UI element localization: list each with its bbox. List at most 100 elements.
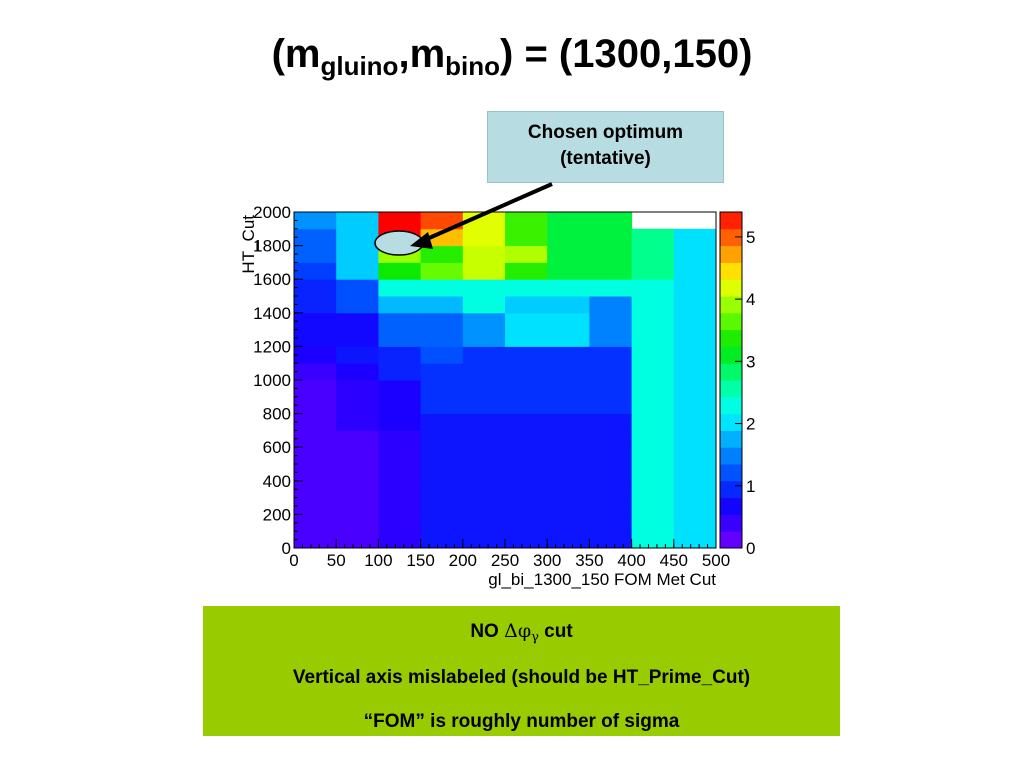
heatmap-cell bbox=[547, 480, 590, 499]
heatmap-cell bbox=[673, 296, 717, 314]
x-tick-label: 450 bbox=[660, 551, 688, 570]
heatmap-cell bbox=[294, 363, 337, 381]
x-axis-label: gl_bi_1300_150 FOM Met Cut bbox=[488, 570, 716, 589]
heatmap-cell bbox=[462, 531, 506, 549]
y-tick-label: 0 bbox=[282, 539, 291, 558]
heatmap-cell bbox=[589, 346, 633, 364]
heatmap-cell bbox=[420, 497, 464, 515]
y-axis-ticks: 0 200 400 600 800 1000 1200 1400 1600 1800 2000 bbox=[253, 203, 303, 558]
heatmap-cell bbox=[420, 329, 464, 347]
heatmap-cell bbox=[294, 396, 337, 415]
heatmap-cell bbox=[673, 346, 717, 364]
heatmap-cell bbox=[294, 497, 337, 515]
y-tick-label: 1000 bbox=[253, 371, 291, 390]
heatmap-cell bbox=[547, 346, 590, 364]
heatmap-cell bbox=[294, 531, 337, 549]
heatmap-cell bbox=[589, 228, 633, 247]
heatmap-cell bbox=[589, 329, 633, 347]
callout-line-2: (tentative) bbox=[560, 148, 651, 169]
note-line-1: NO Δφγ cut bbox=[470, 620, 573, 645]
heatmap-cell bbox=[378, 430, 422, 448]
heatmap-cell bbox=[631, 279, 675, 297]
color-scale-band bbox=[720, 497, 742, 515]
heatmap-cell bbox=[294, 480, 337, 499]
heatmap-cell bbox=[505, 212, 548, 230]
heatmap-cell bbox=[673, 312, 717, 331]
heatmap-cell bbox=[589, 262, 633, 280]
heatmap-cell bbox=[631, 480, 675, 499]
heatmap-cell bbox=[378, 464, 422, 482]
heatmap-cell bbox=[336, 413, 379, 431]
heatmap-cell bbox=[378, 396, 422, 415]
heatmap-cell bbox=[294, 312, 337, 331]
heatmap-cell bbox=[673, 497, 717, 515]
heatmap-cell bbox=[420, 363, 464, 381]
heatmap-cell bbox=[420, 380, 464, 398]
heatmap-cell bbox=[589, 480, 633, 499]
color-scale-band bbox=[720, 380, 742, 398]
color-scale-band bbox=[720, 447, 742, 465]
heatmap-cell bbox=[547, 396, 590, 415]
heatmap-cell bbox=[336, 329, 379, 347]
heatmap-cell bbox=[462, 329, 506, 347]
heatmap-cell bbox=[547, 531, 590, 549]
heatmap-cell bbox=[462, 312, 506, 331]
color-scale-band bbox=[720, 312, 742, 331]
heatmap-cells bbox=[294, 212, 717, 549]
y-tick-label: 800 bbox=[263, 405, 291, 424]
heatmap-cell bbox=[631, 329, 675, 347]
heatmap-cell bbox=[673, 380, 717, 398]
heatmap-cell bbox=[505, 480, 548, 499]
heatmap-cell bbox=[462, 346, 506, 364]
heatmap-cell bbox=[673, 245, 717, 263]
heatmap-cell bbox=[294, 447, 337, 465]
color-scale-band bbox=[720, 430, 742, 448]
x-tick-label: 400 bbox=[617, 551, 645, 570]
heatmap-cell bbox=[294, 212, 337, 230]
color-scale-band bbox=[720, 212, 742, 230]
heatmap-cell bbox=[336, 514, 379, 532]
y-tick-label: 1200 bbox=[253, 337, 291, 356]
y-tick-label: 200 bbox=[263, 505, 291, 524]
heatmap-cell bbox=[589, 413, 633, 431]
heatmap-cell bbox=[336, 380, 379, 398]
heatmap-cell bbox=[505, 497, 548, 515]
heatmap-cell bbox=[378, 312, 422, 331]
heatmap-cell bbox=[631, 262, 675, 280]
heatmap-cell bbox=[336, 447, 379, 465]
heatmap-cell bbox=[462, 363, 506, 381]
heatmap-cell bbox=[505, 396, 548, 415]
y-tick-label: 1400 bbox=[253, 304, 291, 323]
heatmap-cell bbox=[589, 396, 633, 415]
heatmap-cell bbox=[378, 497, 422, 515]
x-axis-ticks: 0 50 100 150 200 250 300 350 400 450 500 bbox=[289, 539, 730, 570]
heatmap-cell bbox=[673, 262, 717, 280]
color-scale-band bbox=[720, 228, 742, 247]
heatmap-cell bbox=[589, 312, 633, 331]
y-tick-label: 2000 bbox=[253, 203, 291, 222]
heatmap-cell bbox=[547, 363, 590, 381]
heatmap-cell bbox=[505, 413, 548, 431]
heatmap-cell bbox=[294, 413, 337, 431]
heatmap-cell bbox=[378, 413, 422, 431]
heatmap-cell bbox=[589, 279, 633, 297]
heatmap-cell bbox=[378, 329, 422, 347]
note-line-2: Vertical axis mislabeled (should be HT_P… bbox=[292, 667, 751, 688]
heatmap-cell bbox=[631, 413, 675, 431]
heatmap-cell bbox=[378, 480, 422, 499]
heatmap-cell bbox=[505, 279, 548, 297]
heatmap-cell bbox=[673, 396, 717, 415]
heatmap-cell bbox=[673, 363, 717, 381]
heatmap-cell bbox=[420, 531, 464, 549]
heatmap-cell bbox=[505, 228, 548, 247]
callout-arrowhead bbox=[410, 232, 433, 249]
color-scale-band bbox=[720, 464, 742, 482]
heatmap-cell bbox=[336, 396, 379, 415]
heatmap-cell bbox=[336, 245, 379, 263]
heatmap-cell bbox=[420, 430, 464, 448]
heatmap-cell bbox=[505, 329, 548, 347]
heatmap-cell bbox=[420, 480, 464, 499]
color-scale-band bbox=[720, 279, 742, 297]
heatmap-cell bbox=[505, 296, 548, 314]
color-scale-band bbox=[720, 346, 742, 364]
